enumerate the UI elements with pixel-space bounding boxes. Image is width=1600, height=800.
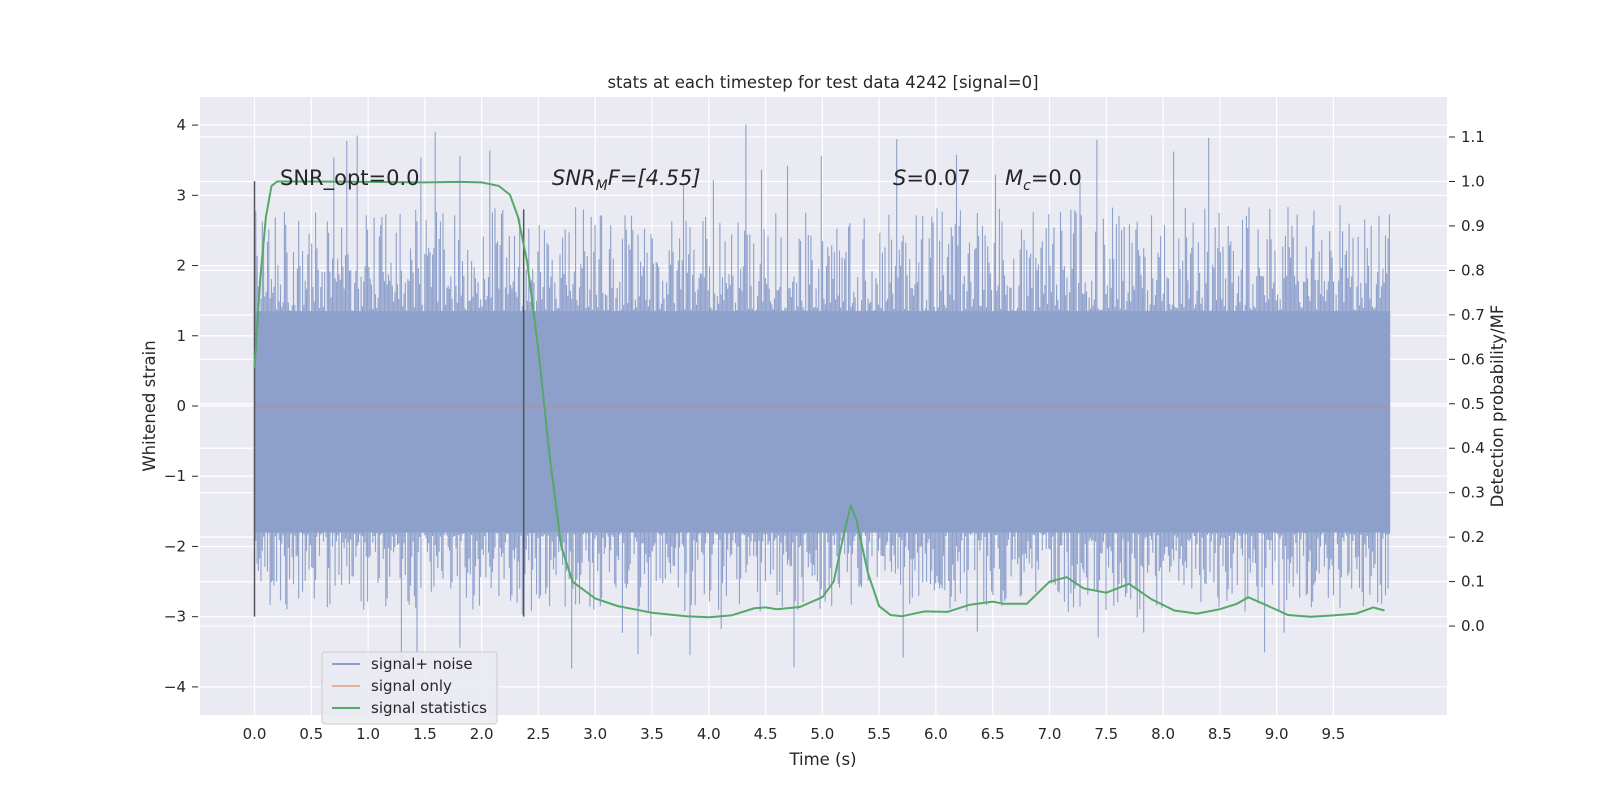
y-tick-label: 0: [176, 397, 186, 415]
x-tick-label: 4.5: [754, 725, 778, 743]
y-tick-label: 2: [176, 257, 186, 275]
x-tick-label: 3.5: [640, 725, 664, 743]
y-right-tick-label: 1.1: [1461, 128, 1485, 146]
x-tick-label: 5.5: [867, 725, 891, 743]
x-tick-label: 0.0: [243, 725, 267, 743]
legend-label-signal-only: signal only: [371, 677, 452, 695]
chart-title: stats at each timestep for test data 424…: [607, 73, 1038, 92]
legend: signal+ noise signal only signal statist…: [321, 651, 498, 725]
y-right-tick-label: 0.3: [1461, 484, 1485, 502]
y-tick-label: 3: [176, 186, 186, 204]
y-right-tick-label: 0.8: [1461, 261, 1485, 279]
s-italic: S: [893, 166, 906, 190]
annotation-snr-mf: SNRMF=[4.55]: [552, 166, 701, 194]
y-right-tick-label: 0.9: [1461, 217, 1485, 235]
legend-box: [321, 651, 498, 725]
annotation-mc: Mc=0.0: [1005, 166, 1082, 194]
x-tick-label: 3.0: [583, 725, 607, 743]
x-tick-label: 9.5: [1322, 725, 1346, 743]
snr-mf-italic: SNR: [552, 166, 596, 190]
y-right-tick-label: 0.7: [1461, 306, 1485, 324]
annotation-snr-opt: SNR_opt=0.0: [280, 166, 420, 191]
y-tick-label: −3: [164, 608, 186, 626]
y-axis-label: Whitened strain: [140, 340, 159, 471]
vlines: [253, 181, 525, 617]
x-tick-label: 6.0: [924, 725, 948, 743]
x-tick-label: 9.0: [1265, 725, 1289, 743]
y-right-axis-label: Detection probability/MF: [1488, 305, 1507, 508]
s-value: =0.07: [906, 166, 970, 190]
x-tick-label: 8.5: [1208, 725, 1232, 743]
x-tick-label: 2.0: [470, 725, 494, 743]
y-right-tick-label: 1.0: [1461, 172, 1485, 190]
mc-value: =0.0: [1031, 166, 1082, 190]
annotation-s: S=0.07: [893, 166, 971, 190]
mc-sub: c: [1023, 178, 1031, 194]
mc-italic: M: [1005, 166, 1023, 190]
legend-label-signal-statistics: signal statistics: [371, 699, 487, 717]
y-tick-label: −2: [164, 537, 186, 555]
snr-mf-sub: M: [596, 178, 608, 194]
x-tick-label: 8.0: [1151, 725, 1175, 743]
x-tick-label: 1.0: [356, 725, 380, 743]
x-tick-label: 7.5: [1094, 725, 1118, 743]
y-tick-label: 4: [176, 116, 186, 134]
y-tick-label: −1: [164, 467, 186, 485]
y-right-tick-label: 0.4: [1461, 439, 1485, 457]
y-tick-label: −4: [164, 678, 186, 696]
y-axis-ticks: 4 3 2 1 0 −1 −2 −3 −4: [164, 116, 198, 696]
series-signal-noise: [253, 124, 1391, 669]
series-signal-statistics: [253, 180, 1385, 619]
y-right-tick-label: 0.5: [1461, 395, 1485, 413]
x-tick-label: 2.5: [527, 725, 551, 743]
x-tick-label: 6.5: [981, 725, 1005, 743]
y-tick-label: 1: [176, 327, 186, 345]
x-tick-label: 5.0: [810, 725, 834, 743]
y-right-tick-label: 0.1: [1461, 573, 1485, 591]
x-tick-label: 0.5: [299, 725, 323, 743]
x-tick-label: 1.5: [413, 725, 437, 743]
legend-label-signal-noise: signal+ noise: [371, 655, 473, 673]
y-right-tick-label: 0.0: [1461, 617, 1485, 635]
x-axis-label: Time (s): [788, 750, 856, 769]
snr-mf-rest: F=[4.55]: [608, 166, 701, 190]
y-right-tick-label: 0.2: [1461, 528, 1485, 546]
x-axis-ticks: 0.0 0.5 1.0 1.5 2.0 2.5 3.0 3.5 4.0 4.5 5.0 5.5 6.0 6…: [243, 725, 1346, 743]
x-tick-label: 7.0: [1038, 725, 1062, 743]
y-right-axis-ticks: 1.1 1.0 0.9 0.8 0.7 0.6 0.5 0.4 0.3 0.2 0.1 0.0: [1449, 128, 1485, 635]
x-tick-label: 4.0: [697, 725, 721, 743]
y-right-tick-label: 0.6: [1461, 350, 1485, 368]
